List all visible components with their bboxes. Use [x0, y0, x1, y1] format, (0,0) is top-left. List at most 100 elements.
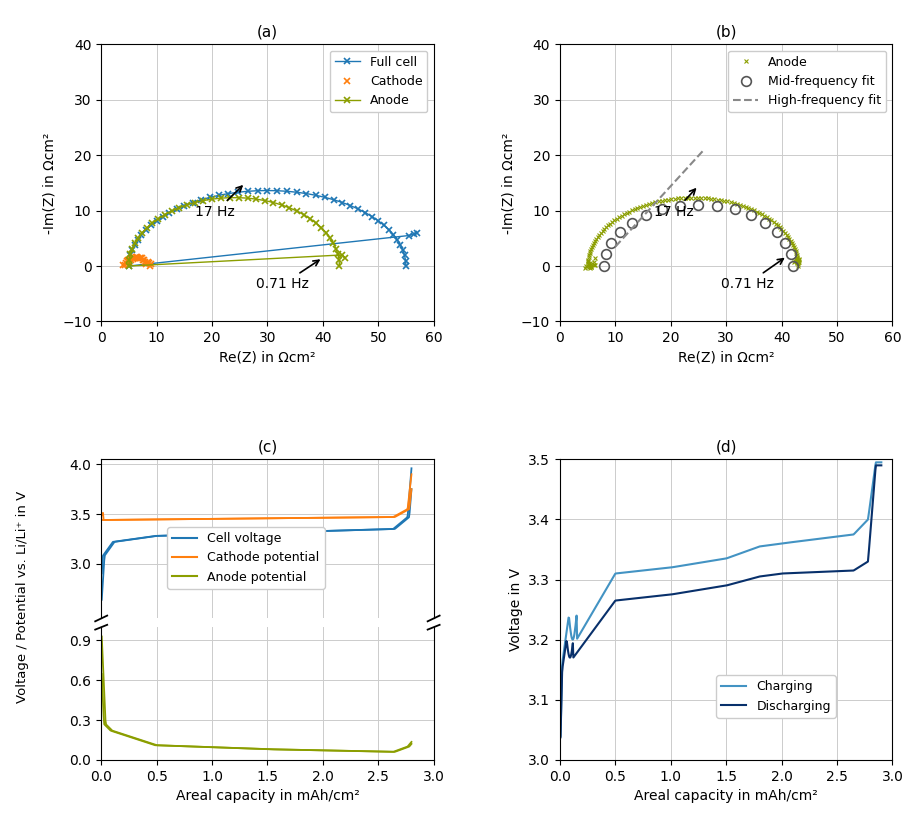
Cathode [144, 261, 155, 270]
Anode [336, 250, 347, 260]
Full cell [252, 185, 263, 195]
Line: Charging: Charging [560, 462, 880, 736]
Anode [153, 214, 164, 224]
Legend: Anode, Mid-frequency fit, High-frequency fit: Anode, Mid-frequency fit, High-frequency… [727, 51, 885, 112]
Full cell [301, 189, 312, 199]
Anode [631, 203, 642, 212]
Anode [242, 194, 253, 203]
Anode [580, 261, 591, 271]
Anode [276, 200, 287, 210]
Cathode [131, 252, 142, 262]
Charging [743, 545, 754, 555]
Full cell [336, 198, 347, 208]
Charging [554, 731, 565, 741]
Anode [652, 196, 664, 206]
Anode [330, 244, 341, 254]
Full cell [281, 186, 292, 196]
Discharging [875, 461, 886, 471]
High-frequency fit [637, 212, 648, 221]
Charging [869, 458, 880, 467]
Full cell [151, 216, 162, 225]
Full cell [411, 228, 422, 238]
Full cell [271, 185, 282, 195]
Full cell [399, 250, 410, 260]
Full cell [132, 234, 143, 244]
Anode [324, 233, 335, 243]
Line: Discharging: Discharging [560, 466, 880, 737]
Line: High-frequency fit: High-frequency fit [615, 150, 703, 247]
Full cell [129, 240, 140, 250]
Line: Cathode: Cathode [120, 254, 153, 268]
Anode [206, 194, 217, 204]
Cathode [140, 257, 151, 266]
Anode [267, 198, 278, 208]
Anode [259, 196, 270, 206]
Anode [646, 198, 657, 208]
Mid-frequency fit [626, 218, 637, 228]
Full cell [319, 193, 330, 203]
Full cell [372, 216, 383, 225]
Full cell [178, 201, 189, 211]
Title: (a): (a) [256, 24, 278, 39]
Cathode [134, 252, 145, 262]
Cathode [143, 258, 154, 268]
Line: Full cell: Full cell [125, 187, 420, 270]
Line: Mid-frequency fit: Mid-frequency fit [599, 200, 797, 271]
Anode [320, 228, 331, 238]
Anode [123, 261, 134, 271]
Charging [875, 458, 886, 467]
Anode [165, 206, 176, 216]
Cathode [125, 254, 136, 264]
High-frequency fit [683, 162, 694, 172]
Text: Voltage / Potential vs. Li/Li⁺ in V: Voltage / Potential vs. Li/Li⁺ in V [17, 490, 29, 703]
Mid-frequency fit [640, 210, 651, 220]
Anode [147, 218, 158, 228]
Title: (c): (c) [257, 439, 278, 454]
Cathode [145, 259, 156, 269]
High-frequency fit [655, 191, 666, 201]
Anode [339, 252, 350, 262]
Cathode [130, 252, 142, 261]
Anode [315, 223, 326, 233]
Discharging [796, 568, 807, 578]
High-frequency fit [670, 175, 681, 185]
Full cell [366, 212, 377, 221]
Full cell [408, 229, 419, 239]
Anode [791, 255, 802, 265]
Charging [768, 539, 779, 549]
Full cell [383, 225, 394, 234]
Mid-frequency fit [785, 249, 796, 259]
High-frequency fit [609, 242, 620, 252]
Discharging [768, 569, 779, 579]
Cathode [123, 257, 134, 266]
Full cell [242, 186, 253, 196]
Full cell [123, 256, 134, 266]
Anode [124, 256, 135, 266]
High-frequency fit [630, 218, 641, 228]
Full cell [403, 230, 414, 240]
Full cell [127, 245, 138, 255]
Y-axis label: -Im(Z) in Ωcm²: -Im(Z) in Ωcm² [501, 132, 515, 234]
High-frequency fit [664, 181, 675, 191]
Mid-frequency fit [656, 204, 667, 214]
Cathode [142, 257, 153, 267]
Full cell [187, 198, 198, 208]
High-frequency fit [667, 178, 678, 188]
Line: Anode: Anode [583, 195, 800, 270]
High-frequency fit [649, 199, 660, 208]
Cathode [126, 255, 137, 265]
Cathode [132, 252, 143, 262]
Text: 0.71 Hz: 0.71 Hz [256, 261, 319, 291]
Full cell [328, 195, 339, 205]
Full cell [352, 204, 363, 214]
Full cell [125, 250, 136, 260]
Mid-frequency fit [759, 218, 770, 228]
Anode [181, 200, 192, 210]
Anode [132, 233, 143, 243]
Anode [130, 239, 141, 248]
Anode [332, 249, 343, 259]
High-frequency fit [642, 205, 653, 215]
Anode [198, 196, 209, 206]
Full cell [391, 234, 403, 244]
Anode [304, 214, 315, 224]
